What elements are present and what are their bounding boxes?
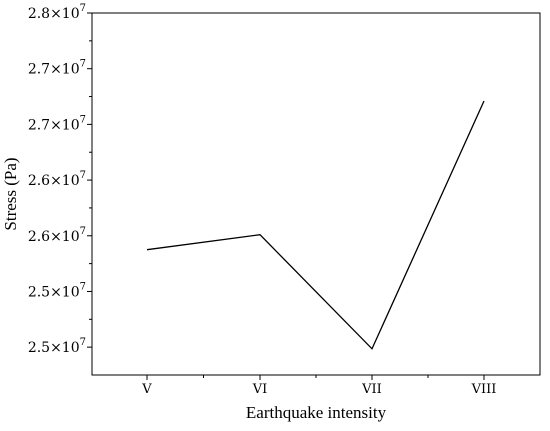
y-tick-label: 2.7×107 [28,114,86,133]
series-line [146,100,485,350]
y-tick-label: 2.6×107 [28,170,86,189]
series-layer [146,100,485,350]
y-tick-label: 2.5×107 [28,337,86,356]
x-tick-label: V [141,382,152,397]
y-tick-label: 2.6×107 [28,226,86,245]
y-axis-title: Stress (Pa) [1,157,20,230]
y-axis: 2.5×107 2.5×107 2.6×107 2.6×107 2.7×107 2.7×1… [28,3,92,356]
x-axis-title: Earthquake intensity [246,403,387,422]
y-tick-label: 2.5×107 [28,281,86,300]
plot-frame [91,12,541,376]
x-tick-label: VIII [471,382,497,397]
y-tick-label: 2.7×107 [28,59,86,78]
y-tick-label: 2.8×107 [28,3,86,22]
x-axis: V VI VII VIII [141,375,496,397]
x-tick-label: VII [361,382,382,397]
x-tick-label: VI [252,382,268,397]
